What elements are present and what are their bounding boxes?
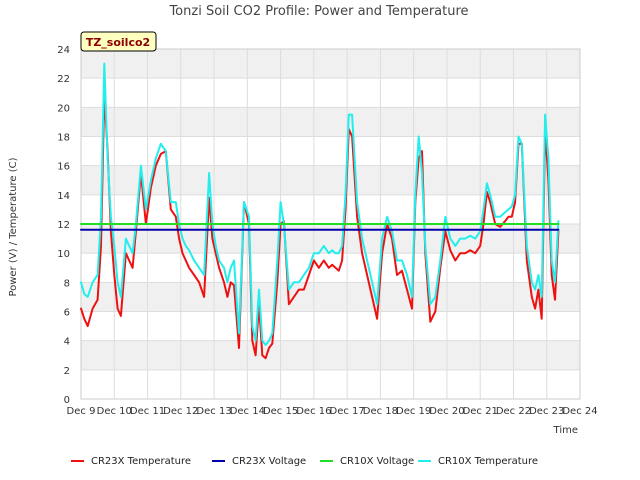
x-tick-label: Dec 19 <box>396 406 431 417</box>
y-tick-label: 8 <box>64 278 70 289</box>
x-tick-label: Dec 15 <box>263 406 298 417</box>
y-tick-label: 10 <box>57 249 70 260</box>
plot-background-bands <box>81 49 580 370</box>
series-line-cr23x-temperature <box>80 91 560 360</box>
x-tick-label: Dec 10 <box>97 406 132 417</box>
x-tick-label: Dec 20 <box>429 406 464 417</box>
y-tick-label: 16 <box>57 162 70 173</box>
legend-item: CR23X Temperature <box>71 456 191 467</box>
tag-label: TZ_soilco2 <box>86 36 150 49</box>
y-tick-label: 6 <box>64 308 70 319</box>
x-tick-label: Dec 18 <box>363 406 398 417</box>
series-line-cr10x-temperature <box>80 62 560 346</box>
y-axis-label: Power (V) / Temperature (C) <box>8 157 19 296</box>
legend-item: CR10X Voltage <box>320 456 414 467</box>
x-tick-label: Dec 13 <box>196 406 231 417</box>
y-tick-label: 12 <box>57 220 70 231</box>
x-tick-label: Dec 16 <box>296 406 331 417</box>
y-tick-label: 20 <box>57 103 70 114</box>
series-layer <box>80 62 560 360</box>
x-tick-label: Dec 22 <box>496 406 531 417</box>
y-tick-label: 24 <box>57 45 70 56</box>
x-tick-label: Dec 12 <box>163 406 198 417</box>
y-tick-label: 0 <box>64 395 70 406</box>
legend-item: CR23X Voltage <box>212 456 306 467</box>
legend-label: CR23X Temperature <box>91 456 191 467</box>
y-tick-label: 14 <box>57 191 70 202</box>
y-tick-label: 18 <box>57 133 70 144</box>
x-tick-label: Dec 21 <box>463 406 498 417</box>
y-tick-label: 2 <box>64 366 70 377</box>
legend: CR23X Temperature CR23X Voltage CR10X Volt… <box>71 456 538 467</box>
x-tick-label: Dec 24 <box>562 406 597 417</box>
background-band <box>81 340 580 370</box>
background-band <box>81 282 580 312</box>
x-tick-label: Dec 11 <box>130 406 165 417</box>
background-band <box>81 49 580 79</box>
legend-item: CR10X Temperature <box>418 456 538 467</box>
legend-label: CR10X Temperature <box>438 456 538 467</box>
background-band <box>81 165 580 195</box>
x-tick-label: Dec 9 <box>67 406 96 417</box>
legend-label: CR10X Voltage <box>340 456 414 467</box>
background-band <box>81 224 580 254</box>
background-band <box>81 107 580 137</box>
y-tick-label: 4 <box>64 337 70 348</box>
x-tick-label: Dec 17 <box>330 406 365 417</box>
x-tick-label: Dec 23 <box>529 406 564 417</box>
x-axis-label: Time <box>553 425 578 436</box>
x-tick-label: Dec 14 <box>230 406 265 417</box>
legend-label: CR23X Voltage <box>232 456 306 467</box>
tag-box: TZ_soilco2 <box>80 31 157 52</box>
chart-title: Tonzi Soil CO2 Profile: Power and Temper… <box>168 4 468 19</box>
y-tick-label: 22 <box>57 74 70 85</box>
